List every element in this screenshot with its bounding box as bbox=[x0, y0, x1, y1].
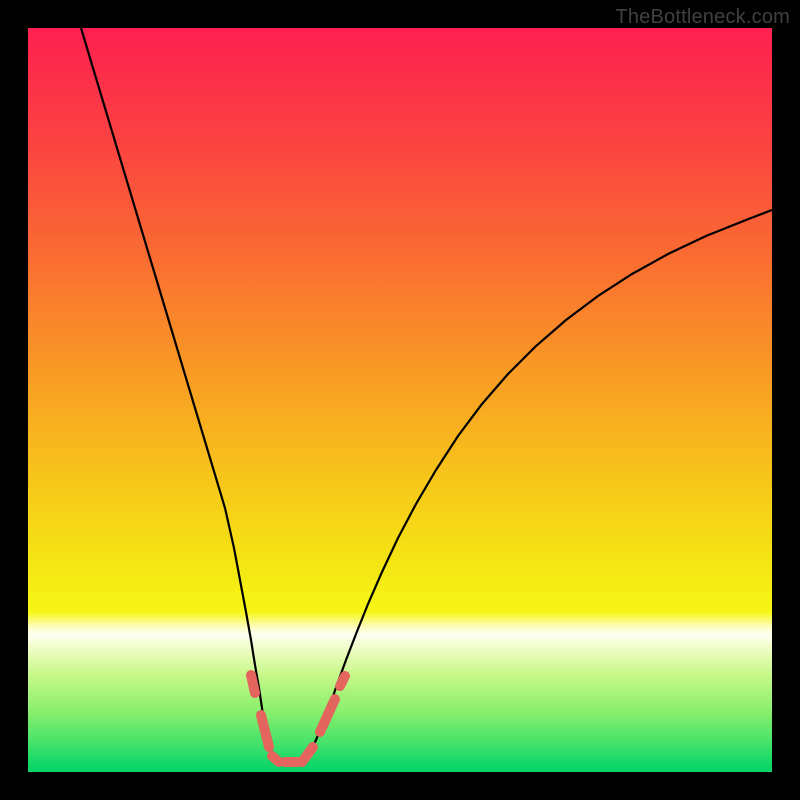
bottom-mark bbox=[340, 676, 345, 686]
chart-container: TheBottleneck.com bbox=[0, 0, 800, 800]
bottom-mark bbox=[251, 675, 255, 693]
watermark-text: TheBottleneck.com bbox=[615, 6, 790, 29]
plot-background bbox=[28, 28, 772, 772]
bottom-mark bbox=[272, 756, 279, 762]
bottleneck-chart bbox=[0, 0, 800, 800]
